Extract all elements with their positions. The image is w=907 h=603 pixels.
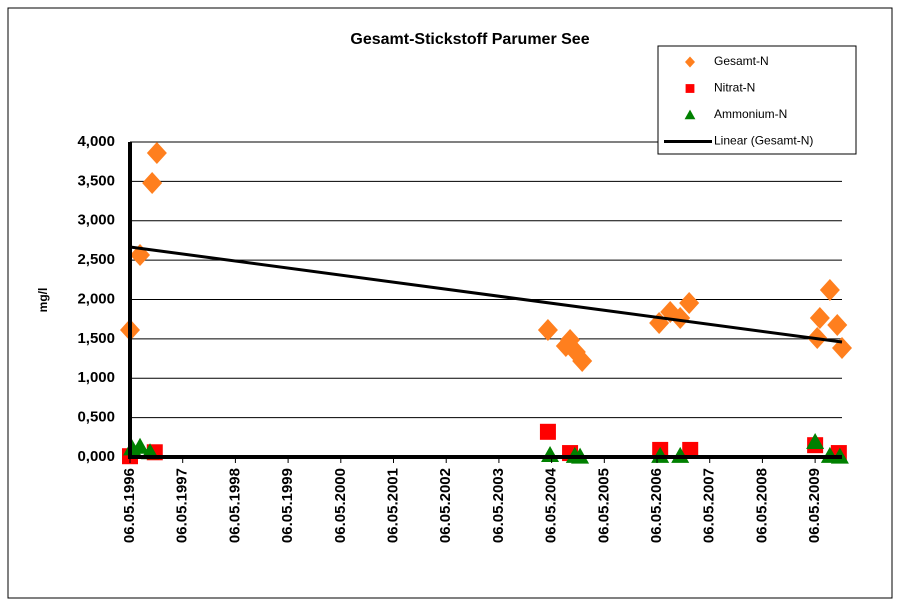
marks (120, 142, 852, 465)
x-tick-label: 06.05.1999 (279, 468, 296, 543)
point (539, 423, 556, 440)
y-tick-label: 0,500 (77, 409, 115, 426)
y-axis-label: mg/l (36, 288, 50, 313)
x-tick-label: 06.05.2003 (490, 468, 507, 543)
x-tick-label: 06.05.2001 (384, 468, 401, 543)
x-tick-label: 06.05.2002 (437, 468, 454, 543)
legend: Gesamt-N Nitrat-N Ammonium-N Linear (Gesamt… (657, 45, 857, 155)
legend-label: Linear (Gesamt-N) (714, 134, 813, 148)
trend-line (129, 245, 843, 344)
point (685, 56, 695, 68)
point (146, 142, 167, 165)
axes: 0,000 0,500 1,000 1,500 2,000 2,500 3,000 3,500… (77, 133, 842, 543)
legend-label: Gesamt-N (714, 54, 769, 68)
point (685, 84, 695, 93)
y-tick-label: 3,500 (77, 172, 115, 189)
x-tick-label: 06.05.2008 (753, 468, 770, 543)
point (806, 433, 825, 450)
legend-label: Ammonium-N (714, 107, 787, 121)
point (682, 441, 699, 458)
x-tick-label: 06.05.2006 (648, 468, 665, 543)
point (537, 318, 558, 341)
point (131, 437, 150, 454)
legend-label: Nitrat-N (714, 81, 755, 95)
x-tick-label: 06.05.1998 (226, 468, 243, 543)
y-tick-label: 3,000 (77, 212, 115, 229)
x-tick-label: 06.05.1997 (174, 468, 191, 543)
point (541, 446, 560, 463)
x-tick-label: 06.05.2004 (543, 467, 560, 543)
point (827, 314, 848, 337)
y-tick-label: 2,000 (77, 290, 115, 307)
chart-border (7, 7, 893, 599)
legend-swatch (685, 84, 695, 93)
x-tick-label: 06.05.2000 (332, 468, 349, 543)
point (684, 109, 696, 120)
x-tick-label: 06.05.2009 (806, 468, 823, 543)
chart-title: Gesamt-Stickstoff Parumer See (350, 31, 589, 48)
point (819, 278, 840, 301)
legend-swatch (685, 56, 695, 68)
point (142, 172, 163, 195)
x-tick-label: 06.05.2005 (595, 468, 612, 543)
y-tick-label: 1,000 (77, 369, 115, 386)
point (572, 350, 593, 373)
legend-swatch (684, 109, 696, 120)
y-tick-label: 0,000 (77, 448, 115, 465)
y-tick-label: 2,500 (77, 251, 115, 268)
point (670, 307, 691, 330)
grid (130, 141, 842, 458)
x-tick-label: 06.05.2007 (701, 468, 718, 543)
x-tick-label: 06.05.1996 (121, 468, 138, 543)
y-tick-label: 1,500 (77, 330, 115, 347)
point (679, 291, 700, 314)
y-tick-label: 4,000 (77, 133, 115, 150)
point (809, 307, 830, 330)
